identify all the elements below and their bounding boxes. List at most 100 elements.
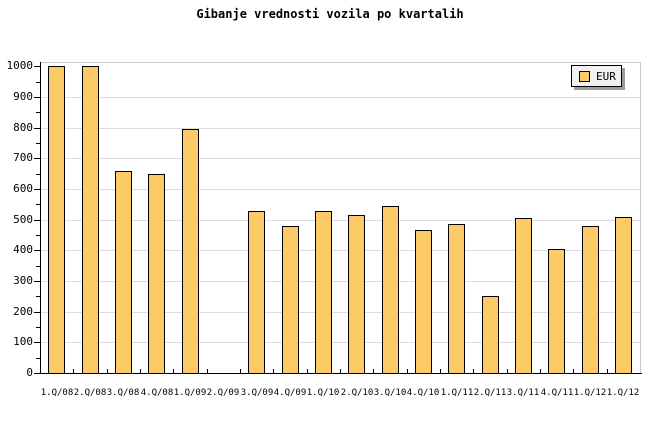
y-minor-tick xyxy=(36,143,40,144)
y-tick-500 xyxy=(34,220,40,221)
gridline-300 xyxy=(41,281,640,282)
y-tick-label: 900 xyxy=(13,90,33,103)
legend-series-swatch-icon xyxy=(579,70,590,82)
x-tick-label: 3.Q/10 xyxy=(373,388,407,398)
gridline-500 xyxy=(41,220,640,221)
legend: EUR xyxy=(571,65,622,87)
y-tick-600 xyxy=(34,189,40,190)
x-tick-label: 2.Q/10 xyxy=(340,388,374,398)
y-minor-tick xyxy=(36,235,40,236)
chart-title: Gibanje vrednosti vozila po kvartalih xyxy=(196,7,464,21)
x-tick xyxy=(340,369,341,374)
gridline-900 xyxy=(41,97,640,98)
y-tick-0 xyxy=(34,373,40,374)
x-tick xyxy=(140,369,141,374)
bar-3.Q/09 xyxy=(248,211,265,374)
x-tick xyxy=(240,369,241,374)
bar-4.Q/11 xyxy=(548,249,565,374)
bar-4.Q/08 xyxy=(148,174,165,374)
y-tick-100 xyxy=(34,342,40,343)
bar-2.Q/11 xyxy=(482,296,499,374)
x-tick-label: 2.Q/08 xyxy=(73,388,107,398)
bar-2.Q/10 xyxy=(348,215,365,374)
x-tick xyxy=(540,369,541,374)
y-tick-400 xyxy=(34,250,40,251)
x-tick-label: 1.Q/10 xyxy=(306,388,340,398)
bar-1.Q/11 xyxy=(448,224,465,374)
x-tick-label: 1.Q/11 xyxy=(440,388,474,398)
x-tick xyxy=(373,369,374,374)
gridline-800 xyxy=(41,128,640,129)
bar-4.Q/09 xyxy=(282,226,299,374)
x-tick xyxy=(73,369,74,374)
y-minor-tick xyxy=(36,82,40,83)
bar-2.Q/08 xyxy=(82,66,99,374)
x-tick-label: 1.Q/12 xyxy=(606,388,640,398)
y-tick-label: 100 xyxy=(13,335,33,348)
y-tick-label: 300 xyxy=(13,274,33,287)
x-tick-label: 3.Q/09 xyxy=(240,388,274,398)
y-minor-tick xyxy=(36,358,40,359)
gridline-700 xyxy=(41,158,640,159)
x-tick-label: 1.Q/09 xyxy=(173,388,207,398)
x-tick xyxy=(507,369,508,374)
y-tick-label: 0 xyxy=(26,366,33,379)
gridline-600 xyxy=(41,189,640,190)
y-tick-label: 700 xyxy=(13,151,33,164)
y-minor-tick xyxy=(36,204,40,205)
y-tick-label: 500 xyxy=(13,213,33,226)
x-tick-label: 1.Q/08 xyxy=(40,388,74,398)
bar-1.Q/10 xyxy=(315,211,332,374)
bar-4.Q/10 xyxy=(415,230,432,374)
x-tick-label: 4.Q/08 xyxy=(140,388,174,398)
gridline-100 xyxy=(41,342,640,343)
x-tick-label: 2.Q/09 xyxy=(206,388,240,398)
bar-3.Q/10 xyxy=(382,206,399,374)
x-tick-label: 1.Q/12 xyxy=(573,388,607,398)
gridline-200 xyxy=(41,312,640,313)
plot-frame-right xyxy=(640,62,641,374)
y-tick-300 xyxy=(34,281,40,282)
y-tick-900 xyxy=(34,97,40,98)
bar-1.Q/12 xyxy=(582,226,599,374)
x-tick xyxy=(207,369,208,374)
x-tick-label: 4.Q/11 xyxy=(540,388,574,398)
y-tick-label: 1000 xyxy=(6,59,34,72)
y-axis xyxy=(40,62,41,374)
y-tick-700 xyxy=(34,158,40,159)
bar-3.Q/08 xyxy=(115,171,132,374)
x-tick-label: 4.Q/09 xyxy=(273,388,307,398)
gridline-400 xyxy=(41,250,640,251)
x-tick xyxy=(407,369,408,374)
x-tick xyxy=(473,369,474,374)
x-tick-label: 3.Q/08 xyxy=(106,388,140,398)
y-minor-tick xyxy=(36,296,40,297)
bar-1.Q/09 xyxy=(182,129,199,374)
plot-frame-top xyxy=(40,62,641,63)
y-minor-tick xyxy=(36,174,40,175)
y-tick-label: 400 xyxy=(13,243,33,256)
y-minor-tick xyxy=(36,327,40,328)
bar-1.Q/08 xyxy=(48,66,65,374)
x-tick xyxy=(607,369,608,374)
x-tick-label: 2.Q/11 xyxy=(473,388,507,398)
y-tick-label: 600 xyxy=(13,182,33,195)
x-tick xyxy=(573,369,574,374)
y-minor-tick xyxy=(36,266,40,267)
y-tick-label: 800 xyxy=(13,121,33,134)
x-axis xyxy=(40,373,642,374)
y-tick-200 xyxy=(34,312,40,313)
y-tick-800 xyxy=(34,128,40,129)
x-tick xyxy=(173,369,174,374)
x-tick xyxy=(107,369,108,374)
bar-1.Q/12 xyxy=(615,217,632,374)
bar-3.Q/11 xyxy=(515,218,532,374)
legend-series-label: EUR xyxy=(596,69,616,83)
y-tick-label: 200 xyxy=(13,305,33,318)
x-tick xyxy=(273,369,274,374)
y-tick-1000 xyxy=(34,66,40,67)
x-tick-label: 4.Q/10 xyxy=(406,388,440,398)
x-tick xyxy=(307,369,308,374)
x-tick xyxy=(440,369,441,374)
